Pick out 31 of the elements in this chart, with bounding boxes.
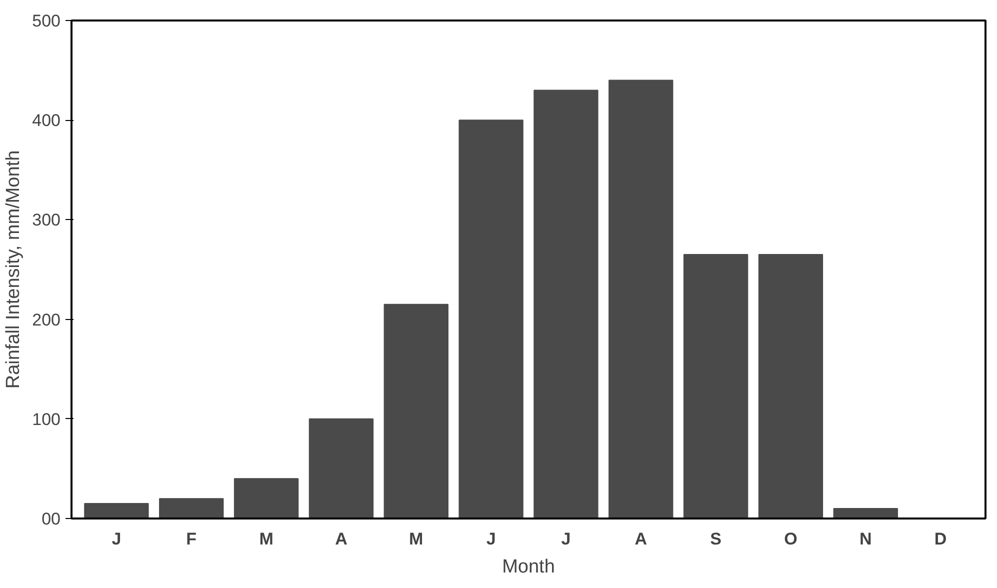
bar (234, 478, 299, 518)
x-tick-label: S (710, 530, 722, 548)
bar (84, 503, 149, 518)
bar (833, 508, 898, 518)
x-tick-label: J (112, 530, 122, 548)
x-tick-label: N (859, 530, 872, 548)
x-tick-label: J (561, 530, 571, 548)
bar (384, 304, 448, 518)
x-tick-label: A (335, 530, 348, 548)
y-tick-label: 00 (42, 510, 61, 528)
bar (458, 120, 524, 518)
x-tick-label: J (486, 530, 496, 548)
bar (308, 418, 374, 518)
y-axis-title: Rainfall Intensity, mm/Month (3, 150, 24, 389)
bar (534, 90, 598, 518)
x-tick-label: M (409, 530, 424, 548)
y-tick-label: 200 (32, 310, 61, 330)
x-tick-label: M (259, 530, 274, 548)
x-tick-label: F (186, 530, 197, 548)
bar (608, 80, 674, 518)
x-tick-label: A (634, 530, 648, 548)
bar (758, 254, 824, 518)
x-tick-label: O (784, 530, 798, 548)
x-axis-title: Month (502, 556, 555, 578)
bar (683, 254, 748, 518)
y-tick-label: 400 (32, 111, 61, 130)
x-tick-label: D (934, 530, 947, 548)
y-tick-label: 100 (32, 410, 61, 429)
bar (159, 498, 224, 518)
y-tick-label: 300 (32, 210, 61, 230)
y-tick-label: 500 (32, 12, 61, 30)
